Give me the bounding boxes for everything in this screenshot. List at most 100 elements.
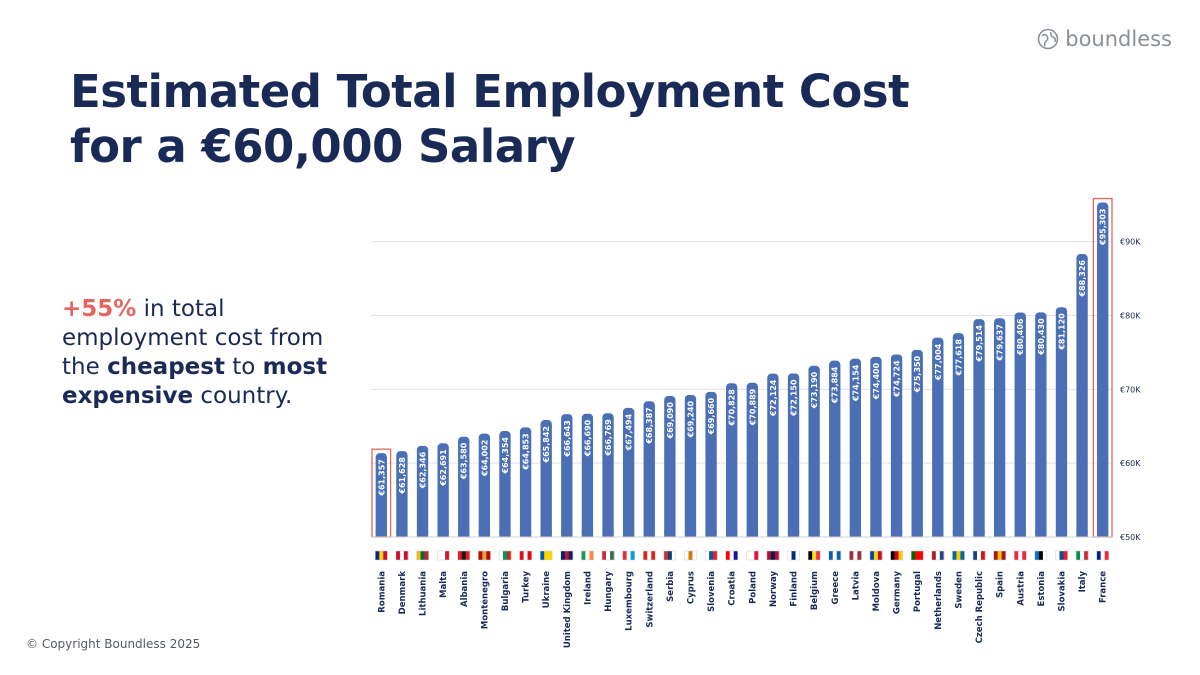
flag-stripe [568, 551, 574, 560]
bar-value-label: €73,884 [831, 366, 840, 404]
flag-stripe [1055, 551, 1060, 560]
bar-base [375, 531, 387, 537]
flag-stripe [766, 551, 772, 560]
category-label: Ukraine [542, 571, 552, 608]
flag-icon [560, 550, 574, 561]
flag-icon [457, 550, 470, 561]
category-label: Italy [1078, 571, 1088, 593]
bar-value-label: €66,769 [604, 419, 613, 457]
flag-stripe [1063, 551, 1068, 560]
category-label: Poland [748, 571, 758, 604]
flag-stripe [610, 551, 615, 560]
bar-value-label: €79,514 [975, 325, 984, 363]
callout-text-2: to [224, 354, 263, 380]
flag-icon [539, 550, 553, 561]
brand-name: boundless [1065, 27, 1172, 51]
bar-value-label: €64,002 [480, 440, 489, 477]
flag-stripe [1104, 551, 1109, 560]
bar-base [1076, 531, 1088, 537]
y-tick-label: €80K [1120, 312, 1141, 321]
flag-icon [1075, 550, 1089, 561]
flag-stripe [585, 551, 590, 560]
flag-icon [869, 550, 883, 561]
bar-base [787, 531, 800, 537]
bar-value-label: €61,628 [398, 457, 407, 495]
flag-icon [890, 550, 903, 561]
flag-stripe [1100, 551, 1105, 560]
callout-strong-cheapest: cheapest [107, 354, 225, 380]
flag-stripe [482, 551, 487, 560]
flag-icon [581, 550, 594, 561]
bar-value-label: €66,643 [563, 420, 572, 457]
flag-stripe [581, 551, 586, 560]
flag-stripe [836, 551, 842, 560]
flag-stripe [705, 551, 710, 560]
bar-base [952, 531, 965, 537]
flag-stripe [416, 551, 421, 560]
bar-value-label: €69,090 [666, 402, 675, 440]
flag-stripe [770, 551, 776, 560]
bar [581, 413, 594, 537]
flag-stripe [911, 551, 916, 560]
category-label: Slovakia [1057, 571, 1067, 612]
bar [458, 436, 470, 537]
flag-icon [828, 550, 841, 561]
category-label: Ireland [583, 571, 593, 605]
flag-stripe [816, 551, 821, 560]
flag-stripe [375, 551, 380, 560]
category-label: Turkey [522, 571, 532, 603]
bar-value-label: €65,842 [542, 426, 551, 463]
flag-stripe [952, 551, 957, 560]
bar [767, 373, 779, 537]
bar-base [932, 531, 944, 537]
flag-icon [1055, 550, 1068, 561]
category-label: Spain [996, 571, 1006, 598]
flag-stripe [832, 551, 838, 560]
flag-stripe [828, 551, 834, 560]
bar-value-label: €68,387 [645, 407, 654, 444]
bar [890, 354, 903, 537]
bar-base [561, 531, 573, 537]
flag-stripe [688, 551, 693, 560]
page-title-line-2: for a €60,000 Salary [70, 120, 576, 173]
flag-icon [931, 550, 945, 561]
bar-value-label: €66,690 [583, 419, 592, 457]
flag-stripe [544, 551, 549, 560]
bar-value-label: €75,350 [913, 355, 922, 393]
bar-value-label: €67,494 [625, 413, 634, 451]
bar-value-label: €73,190 [810, 371, 819, 409]
bar-base [643, 531, 655, 537]
flag-stripe [1014, 551, 1019, 560]
bar-value-label: €64,853 [522, 433, 531, 470]
bar [622, 407, 635, 537]
flag-icon [787, 550, 800, 561]
flag-stripe [746, 551, 751, 560]
flag-stripe [931, 551, 937, 560]
bar [684, 394, 697, 537]
flag-stripe [956, 551, 961, 560]
callout-text-3: country. [193, 383, 293, 409]
flag-stripe [502, 551, 508, 560]
flag-stripe [1038, 551, 1044, 560]
category-label: Lithuania [419, 571, 429, 616]
flag-stripe [750, 551, 755, 560]
flag-stripe [486, 551, 491, 560]
category-label: Germany [893, 571, 903, 615]
category-label: Czech Republic [975, 571, 985, 643]
flag-stripe [403, 551, 409, 560]
flag-stripe [498, 551, 504, 560]
flag-stripe [977, 551, 982, 560]
brand-logo: boundless [1037, 27, 1172, 51]
category-label: Luxembourg [625, 571, 635, 631]
flag-stripe [1018, 551, 1023, 560]
bar-base [684, 531, 697, 537]
bar-base [1055, 531, 1068, 537]
bar-value-label: €63,580 [460, 442, 469, 480]
bar-value-label: €72,150 [790, 379, 799, 417]
flag-stripe [853, 551, 858, 560]
flag-stripe [915, 551, 920, 560]
bar-value-label: €74,724 [893, 360, 902, 398]
bar-base [458, 531, 470, 537]
flag-stripe [424, 551, 429, 560]
y-tick-label: €60K [1120, 459, 1141, 468]
